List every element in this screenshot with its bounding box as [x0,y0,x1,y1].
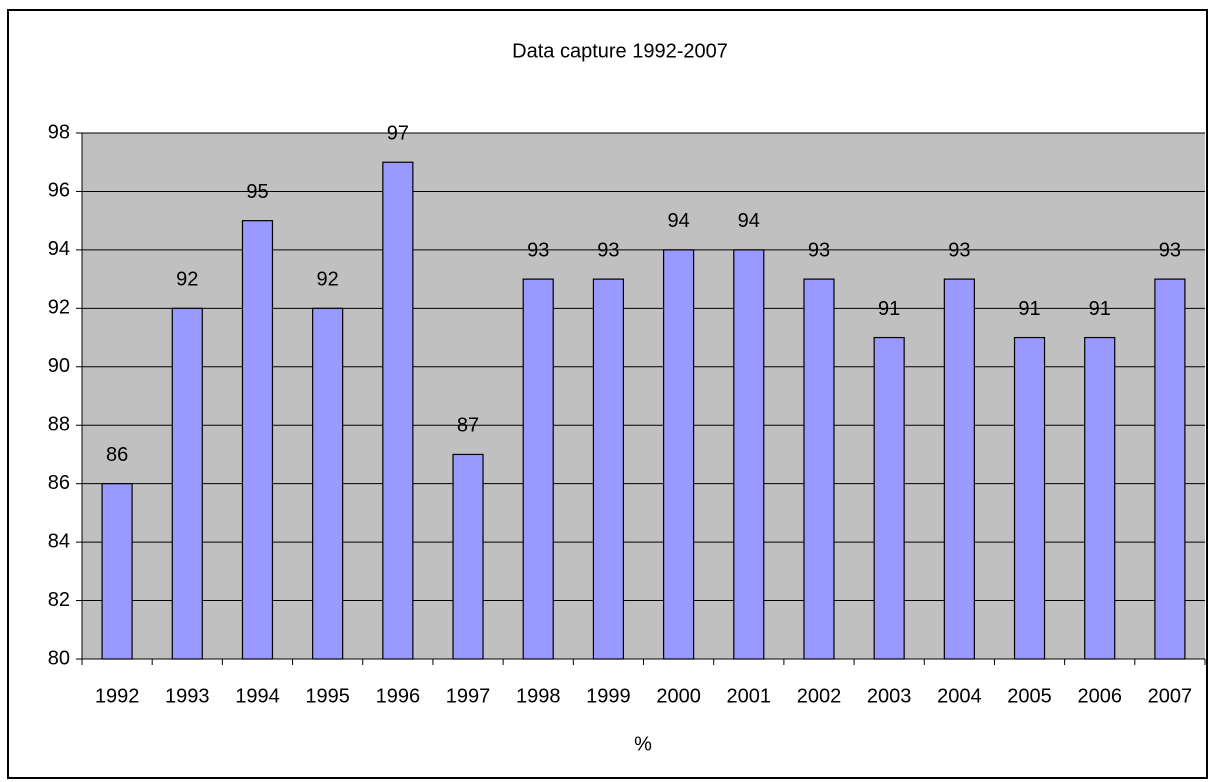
data-label: 91 [1018,298,1040,320]
bar [803,278,835,660]
y-tick-label: 98 [48,121,70,143]
data-label: 91 [878,298,900,320]
bar [452,453,484,660]
x-tick-label: 1998 [516,685,561,707]
bar [522,278,554,660]
x-tick-label: 2007 [1148,685,1193,707]
data-label: 94 [667,210,689,232]
data-label: 92 [317,269,339,291]
data-label: 87 [457,415,479,437]
x-tick-label: 1992 [95,685,140,707]
bar [662,249,695,660]
data-label: 91 [1089,298,1111,320]
data-label: 93 [597,239,619,261]
bar [101,483,133,660]
bar [1084,336,1116,660]
x-tick-label: 2001 [727,685,772,707]
x-tick-label: 2004 [937,685,982,707]
bar [943,278,975,660]
x-axis-label: % [634,733,652,755]
bar [873,336,905,660]
x-tick-label: 1996 [376,685,421,707]
data-label: 93 [808,239,830,261]
bar [312,307,344,660]
y-tick-label: 84 [48,530,70,552]
chart-title: Data capture 1992-2007 [512,40,728,62]
x-tick-label: 1994 [235,685,280,707]
y-tick-label: 82 [48,589,70,611]
x-tick-label: 2000 [656,685,701,707]
data-label: 93 [948,239,970,261]
x-tick-label: 1999 [586,685,631,707]
bar [1154,278,1186,660]
bar [171,307,203,660]
data-label: 97 [387,123,409,145]
x-tick-label: 1995 [305,685,350,707]
y-tick-label: 80 [48,647,70,669]
y-tick-label: 94 [48,238,70,260]
bar [733,249,765,660]
y-tick-label: 96 [48,180,70,202]
data-label: 94 [738,210,760,232]
x-tick-label: 1997 [446,685,491,707]
y-tick-label: 92 [48,297,70,319]
data-label: 92 [176,269,198,291]
bar [1013,336,1046,660]
x-tick-label: 2006 [1077,685,1122,707]
data-label: 86 [106,444,128,466]
x-tick-label: 1993 [165,685,210,707]
x-tick-label: 2003 [867,685,912,707]
data-label: 93 [527,239,549,261]
data-label: 95 [246,181,268,203]
bar [592,278,625,660]
bar [382,161,414,660]
y-tick-label: 88 [48,414,70,436]
bar [241,220,274,660]
x-tick-label: 2005 [1007,685,1052,707]
y-tick-label: 86 [48,472,70,494]
data-label: 93 [1159,239,1181,261]
y-tick-label: 90 [48,355,70,377]
x-tick-label: 2002 [797,685,842,707]
